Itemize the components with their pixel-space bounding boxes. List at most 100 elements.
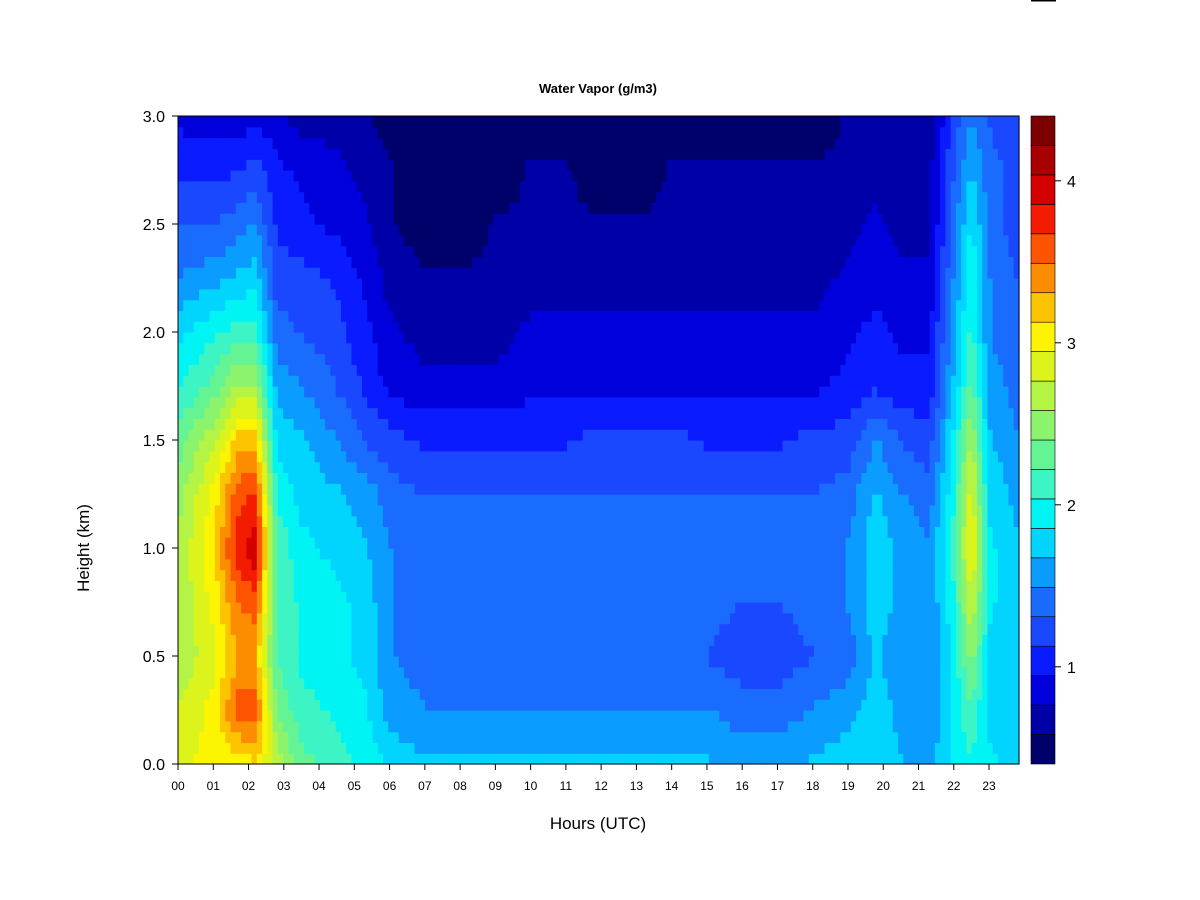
heatmap-cell [414, 742, 421, 754]
heatmap-cell [419, 234, 426, 247]
heatmap-cell [482, 321, 489, 333]
heatmap-cell [404, 202, 410, 214]
heatmap-cell [304, 202, 311, 214]
heatmap-cell [382, 720, 389, 733]
heatmap-cell [319, 580, 326, 592]
heatmap-cell [340, 224, 347, 236]
heatmap-cell [545, 126, 552, 139]
heatmap-cell [430, 191, 437, 203]
heatmap-cell [262, 299, 268, 311]
heatmap-cell [293, 321, 300, 333]
heatmap-cell [472, 332, 479, 344]
heatmap-cell [587, 602, 594, 614]
heatmap-cell [493, 537, 500, 549]
heatmap-cell [309, 720, 316, 733]
heatmap-cell [382, 537, 389, 549]
heatmap-cell [220, 310, 226, 322]
heatmap-cell [367, 234, 374, 247]
heatmap-cell [535, 159, 542, 171]
heatmap-cell [340, 450, 347, 463]
heatmap-cell [325, 623, 332, 635]
heatmap-cell [398, 170, 405, 182]
heatmap-cell [451, 656, 458, 668]
heatmap-cell [178, 710, 184, 722]
heatmap-cell [425, 116, 431, 128]
heatmap-cell [519, 461, 526, 473]
heatmap-cell [461, 245, 468, 257]
heatmap-cell [267, 623, 274, 635]
heatmap-cell [561, 753, 568, 765]
heatmap-cell [530, 720, 537, 733]
heatmap-cell [351, 126, 358, 139]
heatmap-cell [267, 148, 274, 160]
heatmap-cell [577, 612, 584, 625]
heatmap-cell [587, 504, 594, 517]
heatmap-cell [272, 623, 279, 635]
heatmap-cell [377, 688, 384, 700]
heatmap-cell [582, 494, 589, 506]
heatmap-cell [519, 299, 526, 311]
heatmap-cell [430, 245, 437, 257]
heatmap-cell [382, 375, 389, 387]
heatmap-cell [388, 461, 395, 473]
heatmap-cell [540, 720, 547, 733]
heatmap-cell [209, 396, 216, 409]
heatmap-cell [309, 191, 316, 203]
heatmap-cell [319, 634, 326, 646]
heatmap-cell [283, 299, 289, 311]
heatmap-cell [587, 321, 594, 333]
heatmap-cell [603, 612, 610, 625]
heatmap-cell [472, 353, 479, 365]
heatmap-cell [230, 278, 237, 290]
heatmap-cell [446, 591, 452, 603]
heatmap-cell [241, 170, 247, 182]
heatmap-cell [346, 504, 353, 517]
heatmap-cell [456, 245, 463, 257]
heatmap-cell [561, 515, 568, 527]
heatmap-cell [225, 537, 232, 549]
heatmap-cell [183, 634, 190, 646]
heatmap-cell [519, 548, 526, 560]
heatmap-cell [382, 645, 389, 657]
heatmap-cell [598, 202, 605, 214]
heatmap-cell [545, 656, 552, 668]
heatmap-cell [498, 310, 505, 322]
heatmap-cell [609, 396, 615, 409]
heatmap-cell [188, 386, 195, 398]
heatmap-cell [514, 332, 521, 344]
heatmap-cell [593, 288, 600, 301]
heatmap-cell [183, 396, 190, 409]
heatmap-cell [461, 126, 468, 139]
heatmap-cell [456, 720, 463, 733]
heatmap-cell [440, 342, 447, 355]
heatmap-cell [414, 234, 421, 247]
heatmap-cell [309, 267, 316, 279]
heatmap-cell [582, 504, 589, 517]
heatmap-cell [388, 710, 395, 722]
heatmap-cell [256, 375, 263, 387]
heatmap-cell [461, 386, 468, 398]
heatmap-cell [382, 299, 389, 311]
heatmap-cell [587, 688, 594, 700]
heatmap-cell [482, 515, 489, 527]
heatmap-cell [330, 656, 337, 668]
heatmap-cell [461, 526, 468, 538]
heatmap-cell [204, 461, 211, 473]
heatmap-cell [340, 342, 347, 355]
heatmap-cell [609, 504, 615, 517]
heatmap-cell [609, 450, 615, 463]
heatmap-cell [598, 504, 605, 517]
heatmap-cell [325, 245, 332, 257]
heatmap-cell [519, 267, 526, 279]
heatmap-cell [446, 580, 452, 592]
heatmap-cell [241, 526, 247, 538]
heatmap-cell [377, 170, 384, 182]
heatmap-cell [414, 569, 421, 581]
heatmap-cell [183, 440, 190, 452]
heatmap-cell [582, 267, 589, 279]
heatmap-cell [335, 537, 342, 549]
heatmap-cell [235, 148, 242, 160]
heatmap-cell [561, 602, 568, 614]
heatmap-cell [293, 710, 300, 722]
heatmap-cell [272, 558, 279, 571]
